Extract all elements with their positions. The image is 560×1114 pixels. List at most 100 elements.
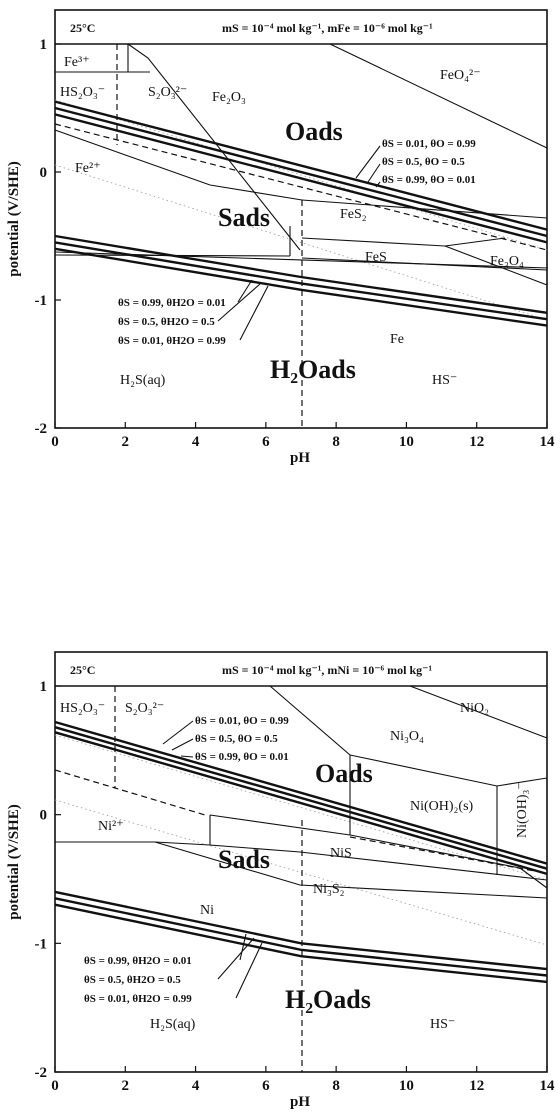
h2s-label: H₂S(aq) — [120, 373, 166, 388]
ni3s2-label: Ni₃S₂ — [313, 882, 345, 897]
s-stability-dashed-line — [54, 123, 548, 251]
nioh2-label: Ni(OH)₂(s) — [410, 799, 474, 814]
x-axis-label: pH — [290, 1094, 310, 1110]
fe-pourbaix-chart: 25°C mS = 10⁻⁴ mol kg⁻¹, mFe = 10⁻⁶ mol … — [6, 9, 556, 466]
annotation-arrow — [237, 279, 253, 303]
aux-dotted-line — [54, 799, 548, 946]
fe3-label: Fe³⁺ — [64, 55, 90, 70]
y-tick-label: -2 — [35, 421, 48, 437]
theta-o-label: θS = 0.99, θO = 0.01 — [382, 174, 476, 186]
ni2-nis-boundary — [209, 814, 521, 869]
y-axis-label: potential (V/SHE) — [6, 161, 22, 276]
y-tick-label: -2 — [35, 1065, 48, 1081]
ni-pourbaix-chart: 25°C mS = 10⁻⁴ mol kg⁻¹, mNi = 10⁻⁶ mol … — [6, 651, 556, 1110]
theta-h2o-label: θS = 0.99, θH2O = 0.01 — [84, 955, 192, 967]
nioh3-label: Ni(OH)₃⁻ — [515, 782, 530, 838]
nio2-ni3o4-boundary — [409, 685, 548, 739]
fes-fe-boundary — [301, 257, 548, 271]
y-tick-label: 0 — [40, 165, 48, 181]
fes2-label: FeS₂ — [340, 207, 367, 222]
oads-label: Oads — [285, 117, 343, 146]
theta-h2o-label: θS = 0.5, θH2O = 0.5 — [118, 316, 215, 328]
h2oads-label: H₂Oads — [270, 355, 356, 384]
y-tick-label: 1 — [40, 37, 48, 53]
aux-dotted-line — [54, 99, 548, 251]
ni2-ni-boundary — [55, 841, 211, 846]
annotation-arrow — [180, 755, 194, 758]
s2o3-label: S₂O₃²⁻ — [148, 85, 187, 100]
sads-label: Sads — [218, 203, 270, 232]
annotation-arrow — [217, 937, 255, 980]
s-stability-dashed-line — [349, 836, 541, 873]
concentration-label: mS = 10⁻⁴ mol kg⁻¹, mNi = 10⁻⁶ mol kg⁻¹ — [222, 663, 432, 677]
hs2o3-label: HS₂O₃⁻ — [60, 85, 105, 100]
fes2-upper-boundary — [301, 199, 548, 219]
feo4-label: FeO₄²⁻ — [440, 68, 481, 83]
theta-o-label: θS = 0.01, θO = 0.99 — [382, 138, 476, 150]
fe2o3-fe2-boundary — [127, 43, 301, 251]
fe-label: Fe — [390, 332, 404, 347]
s2o3-label: S₂O₃²⁻ — [125, 701, 164, 716]
nio2-label: NiO₂ — [460, 701, 489, 716]
h2s-label: H₂S(aq) — [150, 1017, 196, 1032]
x-tick-label: 8 — [332, 1078, 340, 1094]
annotation-arrow — [355, 145, 381, 179]
ni2-label: Ni²⁺ — [98, 819, 124, 834]
fes-label: FeS — [365, 250, 387, 265]
x-axis-label: pH — [290, 450, 310, 466]
nis-ni3s2-boundary — [209, 815, 548, 881]
ni-label: Ni — [200, 903, 214, 918]
adsorption-series-line — [54, 731, 548, 876]
fe2o3-feo4-boundary — [329, 43, 548, 149]
annotation-arrow — [375, 181, 381, 188]
theta-o-label: θS = 0.5, θO = 0.5 — [195, 733, 278, 745]
x-tick-label: 2 — [122, 1078, 130, 1094]
y-tick-label: 1 — [40, 679, 48, 695]
fe2o3-label: Fe₂O₃ — [212, 90, 246, 105]
h2oads-label: H₂Oads — [285, 985, 371, 1014]
fes2-fes-boundary — [301, 237, 506, 247]
ni3o4-nioh2-boundary — [349, 754, 548, 787]
adsorption-series-line — [54, 106, 548, 238]
oads-label: Oads — [315, 759, 373, 788]
temperature-label: 25°C — [70, 663, 95, 677]
fe2-label: Fe²⁺ — [75, 161, 101, 176]
x-tick-label: 4 — [192, 434, 200, 450]
nis-label: NiS — [330, 846, 352, 861]
annotation-arrow — [162, 720, 194, 745]
y-tick-label: -1 — [35, 936, 48, 952]
nioh3-lower-boundary — [519, 867, 548, 889]
adsorption-series-line — [54, 113, 548, 244]
concentration-label: mS = 10⁻⁴ mol kg⁻¹, mFe = 10⁻⁶ mol kg⁻¹ — [222, 21, 433, 35]
hs2o3-label: HS₂O₃⁻ — [60, 701, 105, 716]
sads-label: Sads — [218, 845, 270, 874]
adsorption-series-line — [54, 890, 548, 971]
annotation-arrow — [171, 738, 194, 751]
x-tick-label: 10 — [399, 1078, 414, 1094]
theta-h2o-label: θS = 0.01, θH2O = 0.99 — [84, 993, 192, 1005]
theta-o-label: θS = 0.5, θO = 0.5 — [382, 156, 465, 168]
adsorption-series-line — [54, 720, 548, 865]
ni3s2-ni-boundary — [154, 841, 548, 899]
fe2-fes2-boundary — [54, 129, 303, 201]
x-tick-label: 14 — [540, 434, 556, 450]
theta-h2o-label: θS = 0.5, θH2O = 0.5 — [84, 974, 181, 986]
adsorption-lines — [54, 100, 548, 327]
y-axis-label: potential (V/SHE) — [6, 804, 22, 919]
x-tick-label: 6 — [262, 434, 270, 450]
x-tick-label: 10 — [399, 434, 414, 450]
fe3o4-label: Fe₃O₄ — [490, 254, 524, 269]
annotation-arrow — [239, 933, 247, 961]
annotation-arrow — [217, 283, 261, 322]
adsorption-series-line — [54, 241, 548, 321]
adsorption-series-line — [54, 247, 548, 327]
adsorption-series-line — [54, 897, 548, 977]
hs-label: HS⁻ — [432, 373, 457, 388]
ni3o4-label: Ni₃O₄ — [390, 729, 424, 744]
x-tick-label: 12 — [469, 434, 484, 450]
x-tick-label: 6 — [262, 1078, 270, 1094]
hs-label: HS⁻ — [430, 1017, 455, 1032]
